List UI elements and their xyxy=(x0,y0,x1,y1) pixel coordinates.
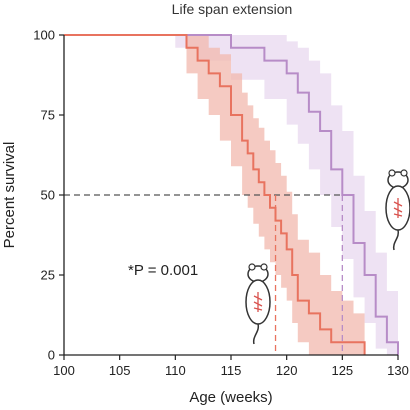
x-tick-label: 105 xyxy=(109,363,131,378)
survival-curve-1 xyxy=(64,34,399,355)
x-tick-label: 115 xyxy=(221,363,242,378)
chart-title: Life span extension xyxy=(172,1,293,17)
y-axis-ticks: 0 25 50 75 100 xyxy=(33,28,64,363)
x-axis-title: Age (weeks) xyxy=(189,389,272,406)
mouse-illustration xyxy=(245,263,271,345)
x-axis-ticks: 100 105 110 115 120 125 130 xyxy=(53,355,409,378)
median-reference-lines xyxy=(64,194,343,355)
y-tick-label: 100 xyxy=(33,28,55,43)
y-tick-label: 75 xyxy=(41,108,55,123)
x-tick-label: 110 xyxy=(165,363,186,378)
y-axis-title: Percent survival xyxy=(1,142,18,249)
y-tick-label: 50 xyxy=(41,188,55,203)
confidence-band-1 xyxy=(153,35,398,355)
y-tick-label: 0 xyxy=(48,348,55,363)
y-tick-label: 25 xyxy=(41,268,55,283)
x-tick-label: 125 xyxy=(331,363,353,378)
x-tick-label: 120 xyxy=(276,363,298,378)
survival-curve-0 xyxy=(64,34,366,355)
x-tick-label: 130 xyxy=(387,363,409,378)
survival-curves xyxy=(64,34,399,355)
x-tick-label: 100 xyxy=(53,363,75,378)
p-value-annotation: *P = 0.001 xyxy=(128,262,198,279)
mouse-illustration xyxy=(385,169,410,251)
